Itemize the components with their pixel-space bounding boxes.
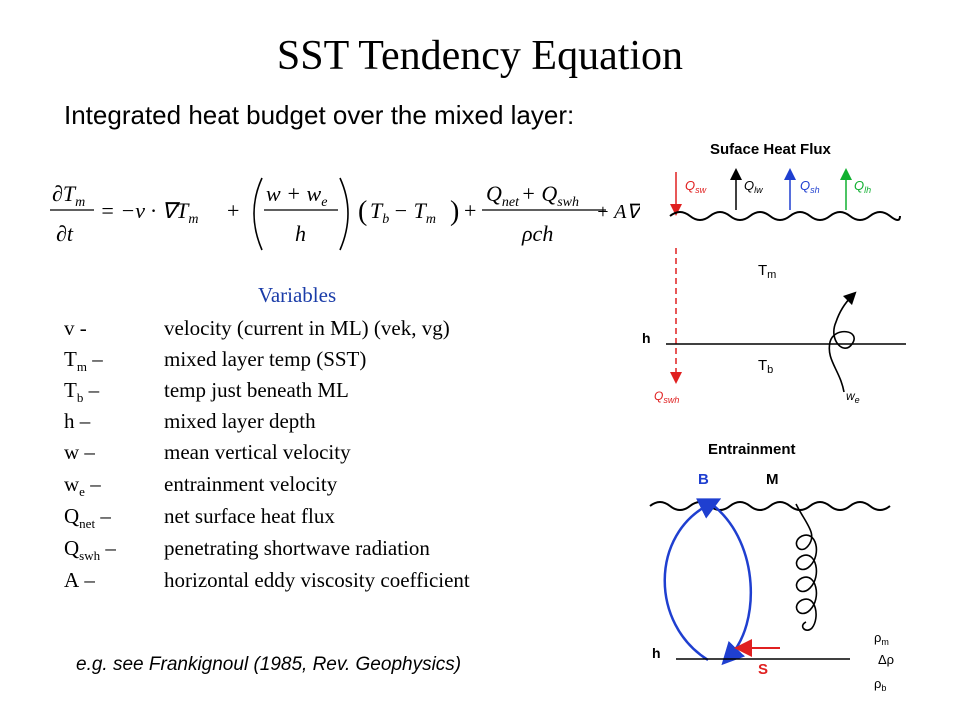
blue-loop-left — [663, 498, 722, 662]
entrainment-diagram: Entrainment B M h S ρm Δρ ρb — [649, 441, 894, 693]
tb-label: Tb — [758, 357, 773, 376]
eq-plus-2: + — [464, 198, 476, 223]
entrainment-title: Entrainment — [708, 441, 796, 458]
eq-diffusion: + A∇2Tm — [596, 198, 640, 226]
h-label: h — [642, 330, 651, 346]
eq-flux-den: ρch — [521, 221, 553, 246]
entrainment-spiral — [795, 503, 818, 631]
variable-description: velocity (current in ML) (vek, vg) — [164, 316, 450, 340]
variable-description: temp just beneath ML — [164, 378, 349, 402]
delta-rho-label: Δρ — [878, 652, 894, 667]
variable-description: horizontal eddy viscosity coefficient — [164, 568, 470, 592]
rho-m-label: ρm — [874, 630, 889, 647]
variables-heading: Variables — [258, 283, 337, 307]
eq-plus-1: + — [227, 198, 239, 223]
entrainment-surface — [649, 501, 891, 511]
eq-lhs-den: ∂t — [56, 221, 74, 246]
rho-b-label: ρb — [874, 676, 886, 693]
qswh-label: Qswh — [654, 389, 679, 405]
surface-heat-flux-diagram: Suface Heat Flux Qsw Qlw Qsh Qlh Tm Qswh… — [642, 141, 906, 405]
qsh-label: Qsh — [800, 178, 820, 195]
sst-tendency-equation: ∂Tm ∂t = −v · ∇Tm + w + we h ( Tb − Tm ) … — [50, 177, 640, 251]
variable-description: penetrating shortwave radiation — [164, 536, 430, 560]
slide-title: SST Tendency Equation — [276, 33, 684, 79]
m-label: M — [766, 471, 779, 488]
blue-loop-right — [713, 505, 753, 666]
s-label: S — [758, 661, 768, 678]
variable-description: entrainment velocity — [164, 472, 338, 496]
qsw-label: Qsw — [685, 178, 707, 195]
eq-big-paren-left — [253, 177, 263, 251]
variable-description: mixed layer temp (SST) — [164, 347, 367, 371]
eq-lhs-num: ∂Tm — [52, 181, 85, 210]
qlh-label: Qlh — [854, 178, 871, 195]
tm-label: Tm — [758, 262, 776, 281]
eq-paren-close: ) — [450, 196, 459, 227]
surface-heat-flux-title: Suface Heat Flux — [710, 141, 832, 158]
slide-subtitle: Integrated heat budget over the mixed la… — [64, 100, 575, 130]
qlw-label: Qlw — [744, 178, 763, 195]
eq-flux-num: Qnet+ Qswh — [486, 181, 579, 210]
eq-advection: = −v · ∇Tm — [100, 198, 199, 227]
eq-frac-num: w + we — [266, 181, 327, 210]
we-label: we — [846, 389, 860, 405]
eq-temp-diff: Tb − Tm — [370, 198, 436, 227]
eq-frac-den: h — [295, 221, 306, 246]
b-label: B — [698, 471, 709, 488]
eq-paren-open: ( — [358, 196, 367, 227]
variable-description: mean vertical velocity — [164, 440, 351, 464]
variable-description: mixed layer depth — [164, 409, 316, 433]
eq-big-paren-right — [339, 177, 349, 251]
h-label-entrainment: h — [652, 645, 661, 661]
entrainment-curl — [828, 291, 857, 393]
citation: e.g. see Frankignoul (1985, Rev. Geophys… — [76, 654, 462, 675]
sea-surface — [669, 211, 901, 221]
variable-description: net surface heat flux — [164, 504, 335, 528]
